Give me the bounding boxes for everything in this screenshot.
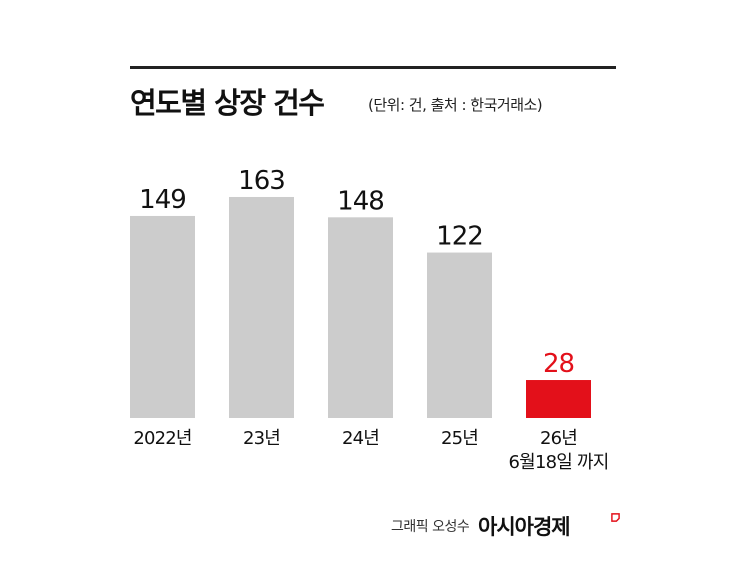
- bar-0: [130, 215, 195, 418]
- brand-logo: 아시아경제: [478, 515, 571, 539]
- category-label-4: 26년 6월18일 까지: [509, 428, 609, 473]
- category-label-1: 23년: [243, 428, 280, 449]
- category-label-2: 24년: [342, 428, 379, 449]
- category-label-0: 2022년: [133, 428, 191, 449]
- bar-2: [328, 217, 393, 418]
- bar-value-label-1: 163: [238, 166, 285, 196]
- bar-value-label-0: 149: [139, 185, 186, 215]
- bar-value-label-2: 148: [337, 186, 384, 216]
- bar-value-label-4: 28: [543, 349, 574, 379]
- bar-1: [229, 196, 294, 418]
- bar-4: [526, 380, 591, 418]
- unit-source-note: (단위: 건, 출처 : 한국거래소): [368, 96, 543, 114]
- graphic-credit: 그래픽 오성수: [391, 519, 470, 535]
- top-rule: [130, 66, 616, 69]
- category-label-3: 25년: [441, 428, 478, 449]
- chart-title: 연도별 상장 건수: [130, 86, 325, 120]
- bar-value-label-3: 122: [436, 222, 483, 252]
- brand-mark-icon: [611, 513, 620, 522]
- bar-3: [427, 252, 492, 418]
